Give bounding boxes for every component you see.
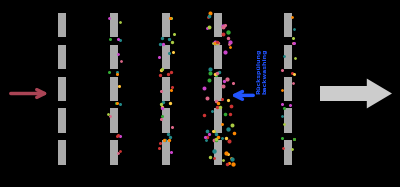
Bar — [284, 45, 292, 69]
Bar — [284, 77, 292, 101]
Text: Rückspülung
backwashing: Rückspülung backwashing — [257, 48, 267, 94]
Bar — [214, 140, 222, 165]
Bar — [110, 140, 118, 165]
Bar — [214, 108, 222, 133]
Bar — [58, 77, 66, 101]
Bar — [162, 108, 170, 133]
Polygon shape — [320, 86, 367, 101]
Bar — [162, 77, 170, 101]
Bar — [58, 140, 66, 165]
Bar — [110, 108, 118, 133]
Bar — [110, 45, 118, 69]
Bar — [214, 77, 222, 101]
Bar — [110, 13, 118, 37]
Bar — [162, 140, 170, 165]
Bar — [214, 45, 222, 69]
Bar — [284, 140, 292, 165]
Bar — [284, 13, 292, 37]
Bar — [214, 13, 222, 37]
Bar — [284, 108, 292, 133]
Bar — [162, 13, 170, 37]
Bar — [162, 45, 170, 69]
Bar — [110, 77, 118, 101]
Bar — [58, 13, 66, 37]
Bar — [58, 45, 66, 69]
Polygon shape — [367, 79, 392, 108]
Bar — [58, 108, 66, 133]
